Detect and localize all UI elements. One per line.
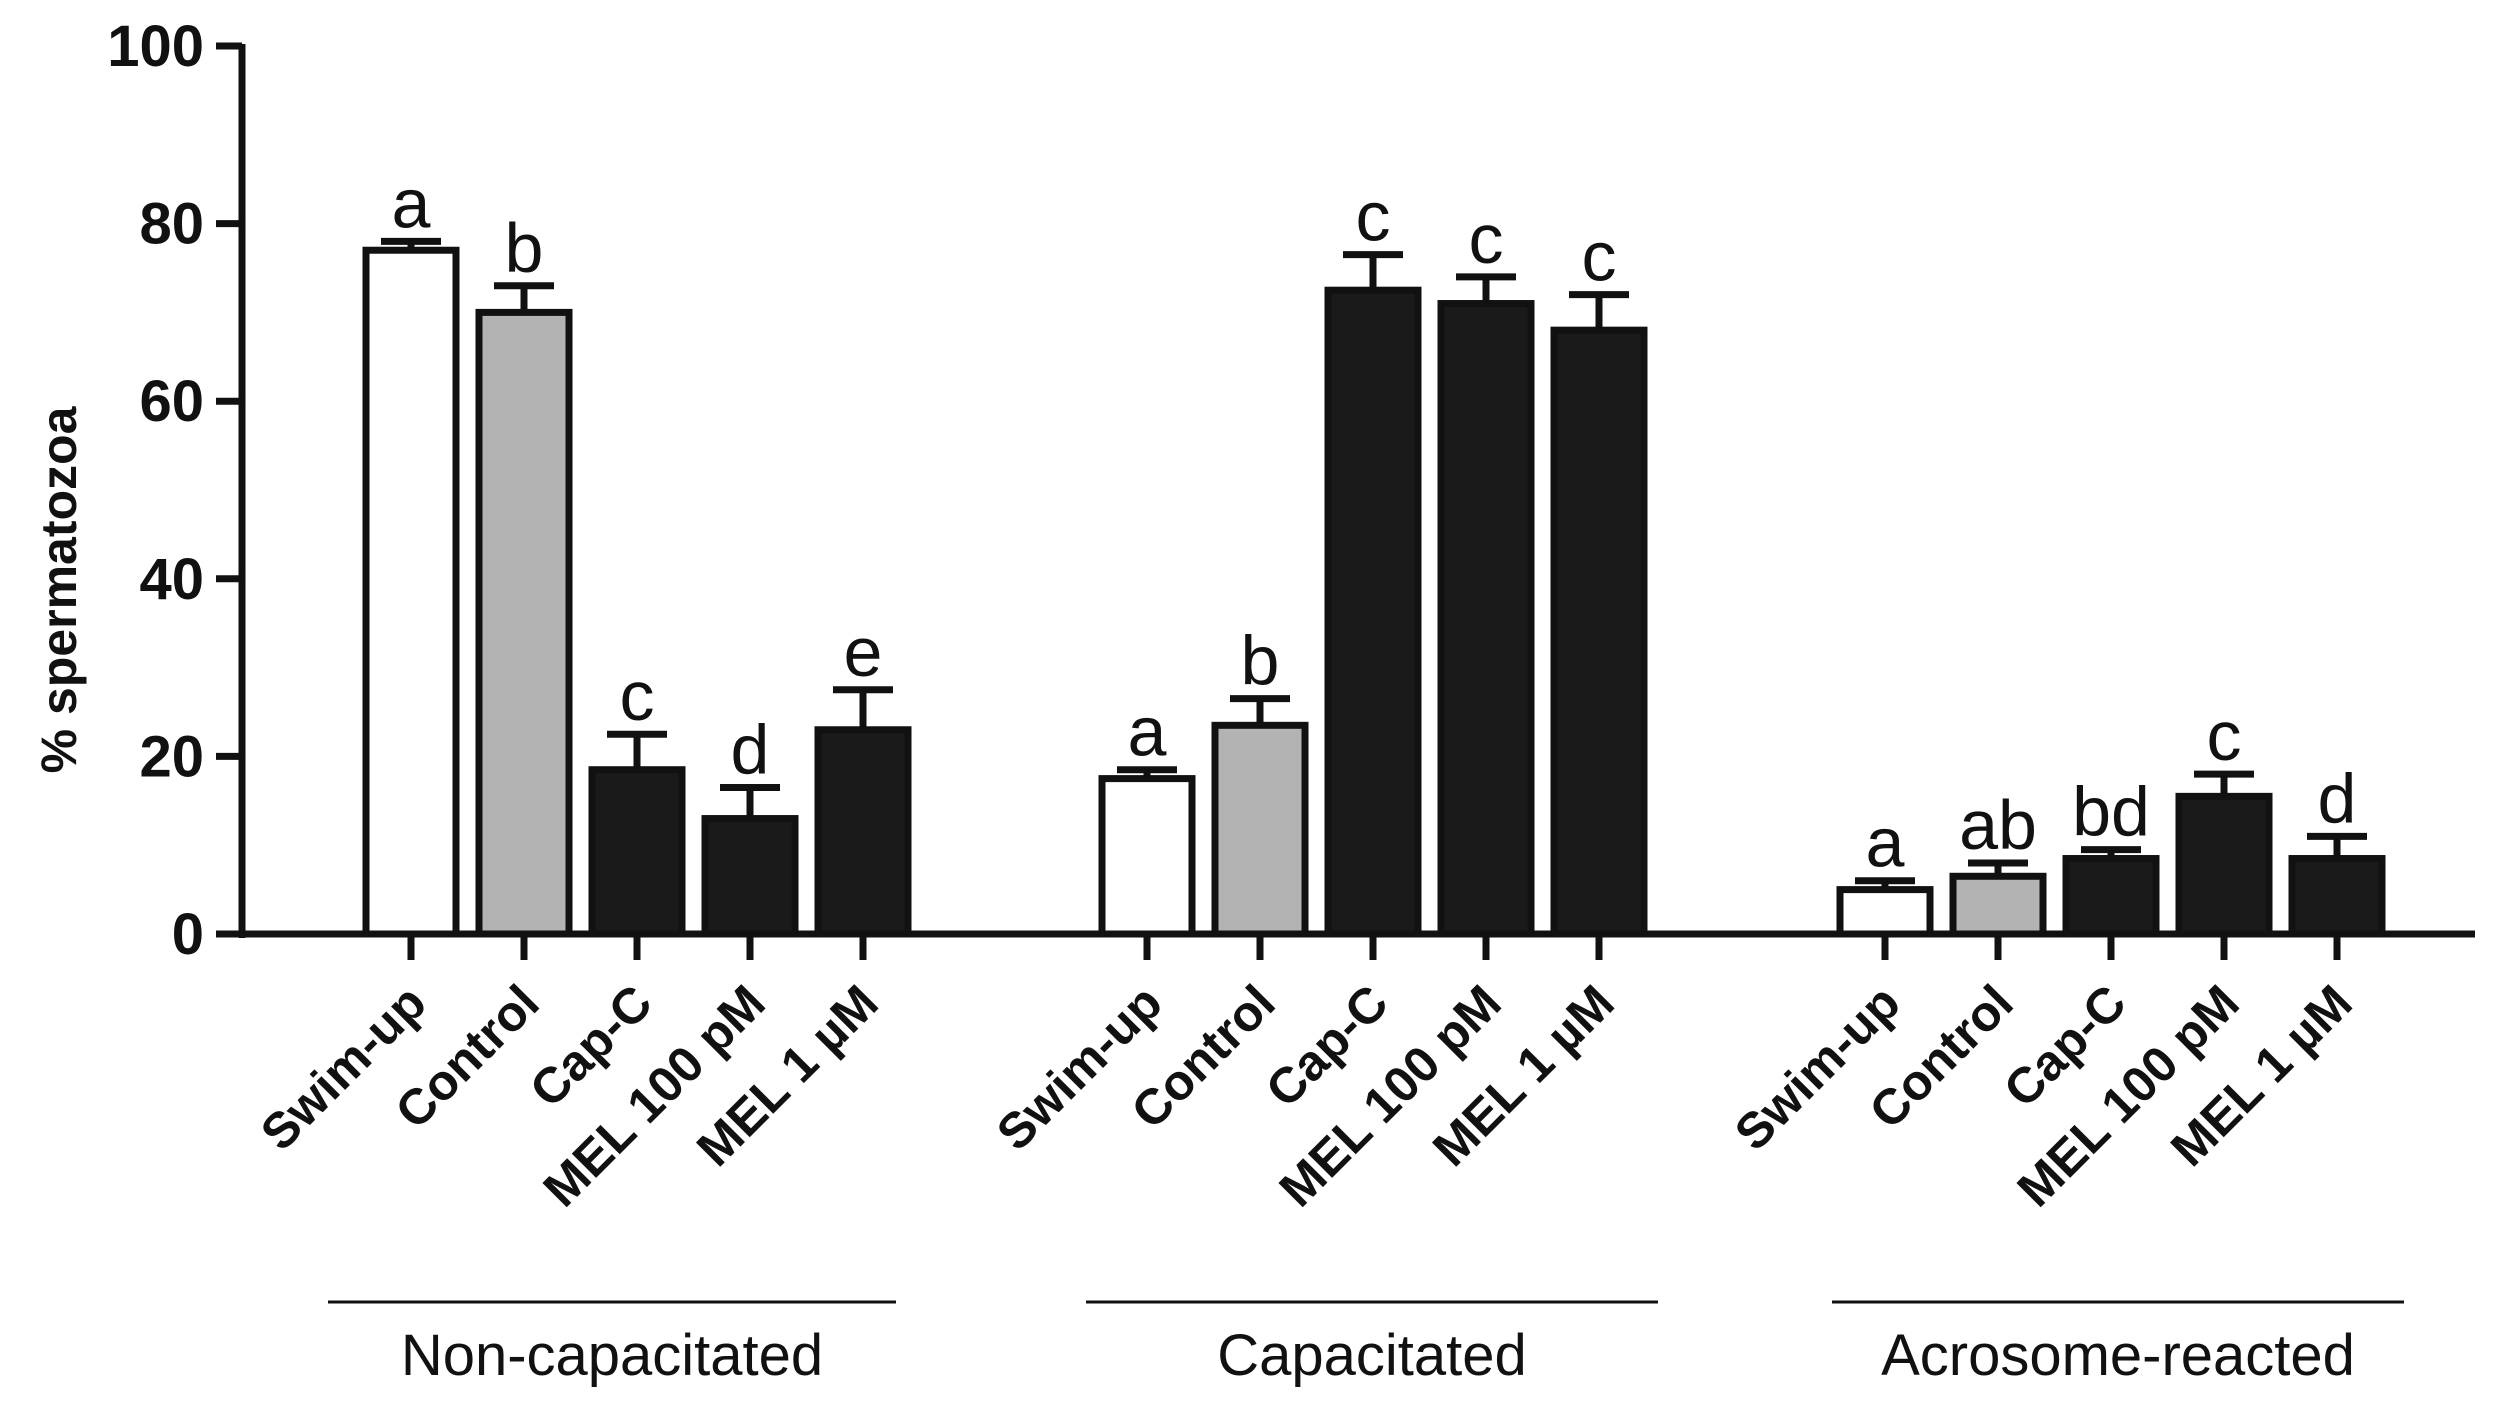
group-label: Acrosome-reacted xyxy=(1881,1323,2355,1388)
y-tick-label: 60 xyxy=(139,369,204,434)
significance-label: c xyxy=(2207,697,2242,775)
bar xyxy=(2175,792,2273,938)
y-tick-label: 80 xyxy=(139,192,204,257)
bar xyxy=(1949,872,2047,938)
significance-label: a xyxy=(392,164,431,242)
y-tick-label: 40 xyxy=(139,547,204,612)
significance-label: b xyxy=(1241,622,1280,700)
bar xyxy=(1211,721,1309,938)
significance-label: d xyxy=(731,710,770,788)
bar xyxy=(475,308,573,938)
bars xyxy=(362,237,2386,938)
significance-label: c xyxy=(620,657,655,735)
significance-label: c xyxy=(1582,218,1617,296)
bar xyxy=(1437,300,1535,938)
significance-label: ab xyxy=(1959,786,2037,864)
group-label: Capacitated xyxy=(1217,1323,1527,1388)
significance-label: d xyxy=(2318,759,2357,837)
category-label: Swim-up xyxy=(986,974,1173,1161)
bar xyxy=(1324,286,1422,938)
bar xyxy=(1836,886,1934,938)
bar xyxy=(701,815,799,938)
bar xyxy=(2062,855,2160,938)
group-label: Non-capacitated xyxy=(401,1323,823,1388)
y-tick-label: 20 xyxy=(139,724,204,789)
significance-label: b xyxy=(505,209,544,287)
y-axis-title: % spermatozoa xyxy=(31,405,87,773)
bar xyxy=(814,726,912,938)
significance-label: a xyxy=(1866,804,1905,882)
bar xyxy=(1550,326,1648,938)
bar xyxy=(362,246,460,938)
bar xyxy=(1098,775,1196,938)
category-label: Swim-up xyxy=(250,974,437,1161)
significance-label: c xyxy=(1356,178,1391,256)
bar xyxy=(588,766,686,938)
significance-label: bd xyxy=(2072,773,2150,851)
significance-label: e xyxy=(844,613,883,691)
y-tick-label: 0 xyxy=(172,902,204,967)
bar xyxy=(2288,855,2386,938)
y-tick-label: 100 xyxy=(107,14,204,79)
significance-label: a xyxy=(1128,693,1167,771)
significance-label: c xyxy=(1469,200,1504,278)
category-label: Swim-up xyxy=(1724,974,1911,1161)
